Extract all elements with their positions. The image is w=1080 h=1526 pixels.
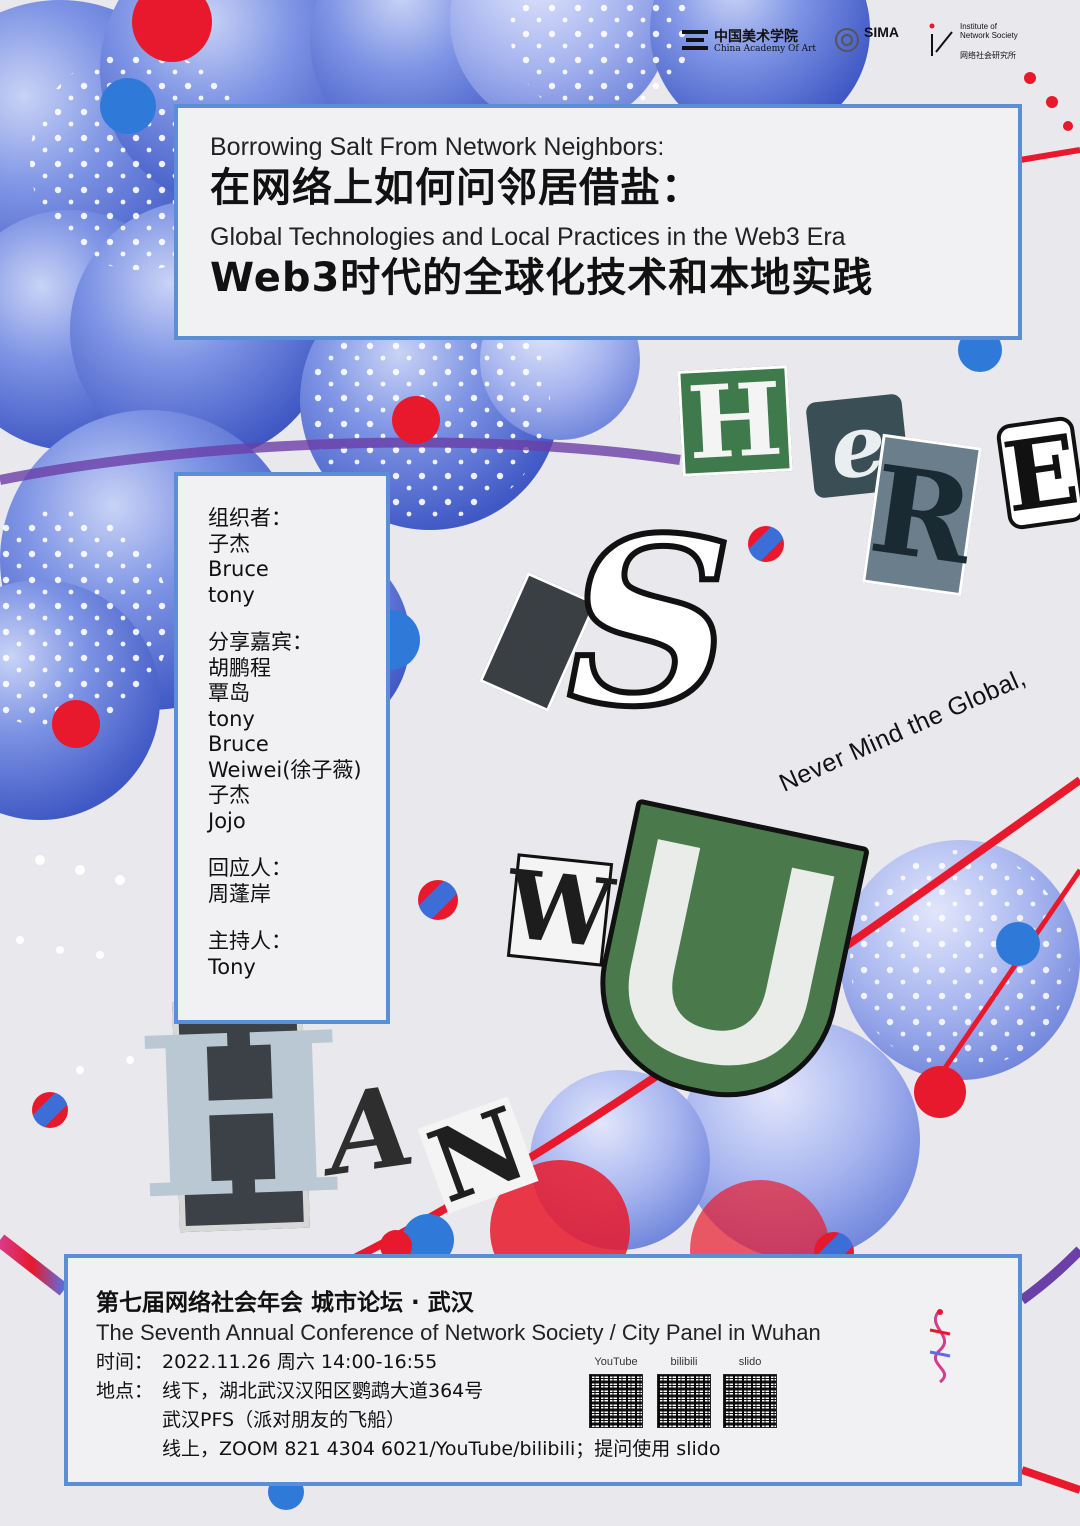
speaker-name: Jojo: [208, 808, 246, 833]
letter-e-2: E: [995, 412, 1080, 534]
title-en-line-1: Borrowing Salt From Network Neighbors:: [210, 133, 665, 161]
speakers-group: 分享嘉宾： 胡鹏程 覃岛 tony Bruce Weiwei(徐子薇) 子杰 J…: [208, 630, 386, 834]
letter-r: R: [862, 433, 982, 597]
speaker-name: 覃岛: [208, 681, 250, 705]
qr-label: YouTube: [594, 1356, 638, 1368]
qr-bilibili[interactable]: bilibili: [654, 1356, 714, 1428]
letter-h-2: H: [132, 981, 350, 1249]
qr-youtube[interactable]: YouTube: [586, 1356, 646, 1428]
speaker-name: Weiwei(徐子薇): [208, 757, 362, 782]
ins-name-en: Institute of Network Society: [960, 22, 1018, 40]
title-zh-line-1: 在网络上如何问邻居借盐：: [210, 165, 702, 211]
caa-logo-icon: [682, 30, 708, 50]
respondents-group: 回应人： 周蓬岸: [208, 856, 386, 907]
qr-label: bilibili: [670, 1356, 698, 1368]
respondent-name: 周蓬岸: [208, 881, 271, 906]
qr-label: slido: [738, 1356, 762, 1368]
conference-title-zh: 第七届网络社会年会 城市论坛 · 武汉: [96, 1290, 474, 1316]
organizer-name: Bruce: [208, 557, 269, 581]
qr-code-icon: [589, 1374, 643, 1428]
speakers-label: 分享嘉宾：: [208, 630, 313, 654]
sima-logo-icon: [835, 28, 859, 52]
qr-slido[interactable]: slido: [720, 1356, 780, 1428]
ins-name-zh: 网络社会研究所: [960, 51, 1016, 60]
qr-codes: YouTube bilibili slido: [586, 1356, 786, 1436]
hosts-label: 主持人：: [208, 929, 292, 953]
speaker-name: Bruce: [208, 732, 269, 756]
place-label: 地点：: [96, 1380, 154, 1402]
organizer-name: tony: [208, 582, 255, 607]
letter-a: A: [318, 1060, 422, 1200]
qr-code-icon: [657, 1374, 711, 1428]
place-online: 线上，ZOOM 821 4304 6021/YouTube/bilibili；提…: [162, 1438, 721, 1460]
time-value: 2022.11.26 周六 14:00-16:55: [162, 1351, 438, 1373]
caa-name-zh: 中国美术学院: [714, 29, 798, 45]
hosts-group: 主持人： Tony: [208, 929, 386, 980]
qr-code-icon: [723, 1374, 777, 1428]
partner-logos: 中国美术学院 China Academy Of Art SIMA Institu…: [682, 22, 1042, 68]
speaker-name: tony: [208, 706, 255, 731]
host-name: Tony: [208, 954, 256, 979]
letter-w: W: [501, 849, 619, 971]
place-venue: 武汉PFS（派对朋友的飞船）: [162, 1409, 406, 1431]
letter-h-1: H: [677, 360, 793, 482]
place-row: 地点： 线下，湖北武汉汉阳区鹦鹉大道364号: [96, 1377, 1018, 1406]
caa-name-en: China Academy Of Art: [714, 44, 817, 54]
title-panel: Borrowing Salt From Network Neighbors: 在…: [174, 104, 1022, 340]
conference-title-en: The Seventh Annual Conference of Network…: [96, 1320, 821, 1345]
speaker-name: 胡鹏程: [208, 655, 271, 680]
organizers-label: 组织者：: [208, 506, 292, 530]
respondents-label: 回应人：: [208, 856, 292, 880]
time-label: 时间：: [96, 1351, 154, 1373]
info-panel: 第七届网络社会年会 城市论坛 · 武汉 The Seventh Annual C…: [64, 1254, 1022, 1486]
sima-name: SIMA: [864, 24, 899, 40]
title-zh-line-2: Web3时代的全球化技术和本地实践: [210, 255, 874, 301]
ins-logo-icon: [929, 23, 953, 56]
organizers-group: 组织者： 子杰 Bruce tony: [208, 506, 386, 608]
organizer-name: 子杰: [208, 531, 250, 556]
title-en-line-2: Global Technologies and Local Practices …: [210, 223, 846, 251]
letter-s: S: [564, 485, 736, 761]
speaker-name: 子杰: [208, 783, 250, 807]
people-panel: 组织者： 子杰 Bruce tony 分享嘉宾： 胡鹏程 覃岛 tony Bru…: [174, 472, 390, 1024]
time-row: 时间： 2022.11.26 周六 14:00-16:55: [96, 1348, 1018, 1377]
swirl-icon: [929, 1308, 951, 1384]
place-value-offline: 线下，湖北武汉汉阳区鹦鹉大道364号: [162, 1380, 484, 1402]
